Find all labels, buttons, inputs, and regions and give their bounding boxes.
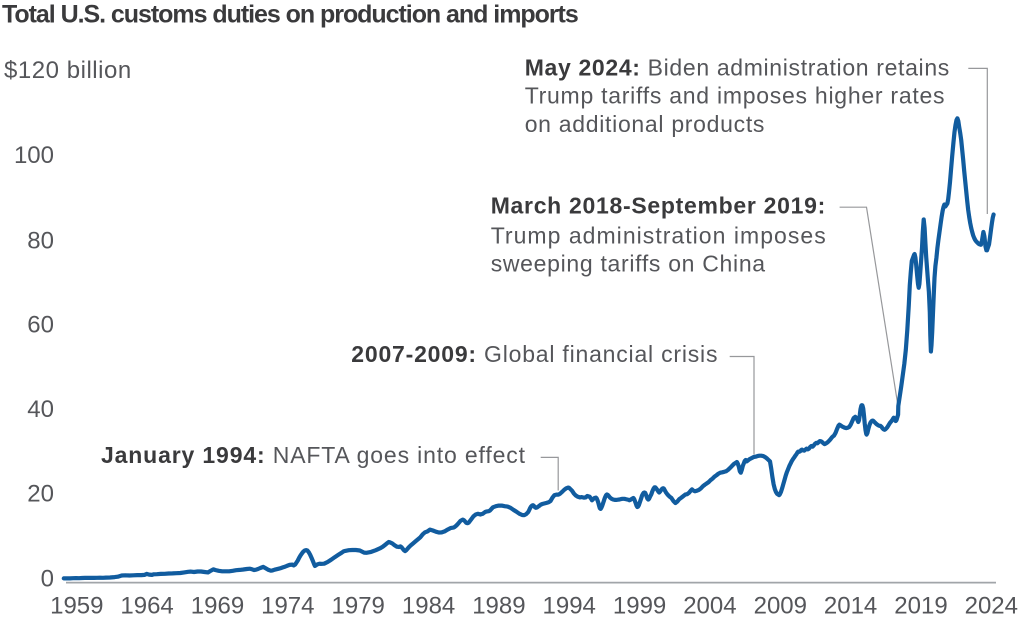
svg-text:100: 100	[14, 142, 54, 169]
svg-text:1974: 1974	[261, 593, 314, 620]
svg-text:1969: 1969	[191, 593, 244, 620]
svg-text:May 2024: Biden administration: May 2024: Biden administration retains	[525, 55, 950, 81]
svg-text:Trump administration imposes: Trump administration imposes	[491, 222, 827, 248]
svg-text:March 2018-September 2019:: March 2018-September 2019:	[491, 193, 826, 219]
svg-text:2009: 2009	[754, 593, 807, 620]
svg-text:1999: 1999	[613, 593, 666, 620]
svg-text:January 1994: NAFTA goes into: January 1994: NAFTA goes into effect	[101, 442, 526, 468]
svg-text:80: 80	[27, 227, 54, 254]
svg-text:1989: 1989	[472, 593, 525, 620]
svg-text:Trump tariffs and imposes high: Trump tariffs and imposes higher rates	[525, 83, 946, 109]
svg-text:1984: 1984	[402, 593, 455, 620]
svg-text:1979: 1979	[332, 593, 385, 620]
svg-text:Total U.S. customs duties on p: Total U.S. customs duties on production …	[2, 1, 578, 29]
svg-text:$120 billion: $120 billion	[4, 57, 132, 84]
svg-text:1994: 1994	[543, 593, 596, 620]
svg-text:2004: 2004	[683, 593, 736, 620]
svg-text:2014: 2014	[824, 593, 877, 620]
svg-text:on additional products: on additional products	[525, 111, 765, 137]
svg-text:60: 60	[27, 312, 54, 339]
svg-text:2024: 2024	[965, 593, 1018, 620]
svg-text:0: 0	[41, 566, 54, 593]
svg-text:2007-2009: Global financial cr: 2007-2009: Global financial crisis	[351, 341, 718, 367]
svg-text:1964: 1964	[120, 593, 173, 620]
svg-text:2019: 2019	[894, 593, 947, 620]
svg-text:40: 40	[27, 396, 54, 423]
svg-text:sweeping tariffs on China: sweeping tariffs on China	[491, 250, 766, 276]
svg-text:20: 20	[27, 481, 54, 508]
svg-text:1959: 1959	[50, 593, 103, 620]
